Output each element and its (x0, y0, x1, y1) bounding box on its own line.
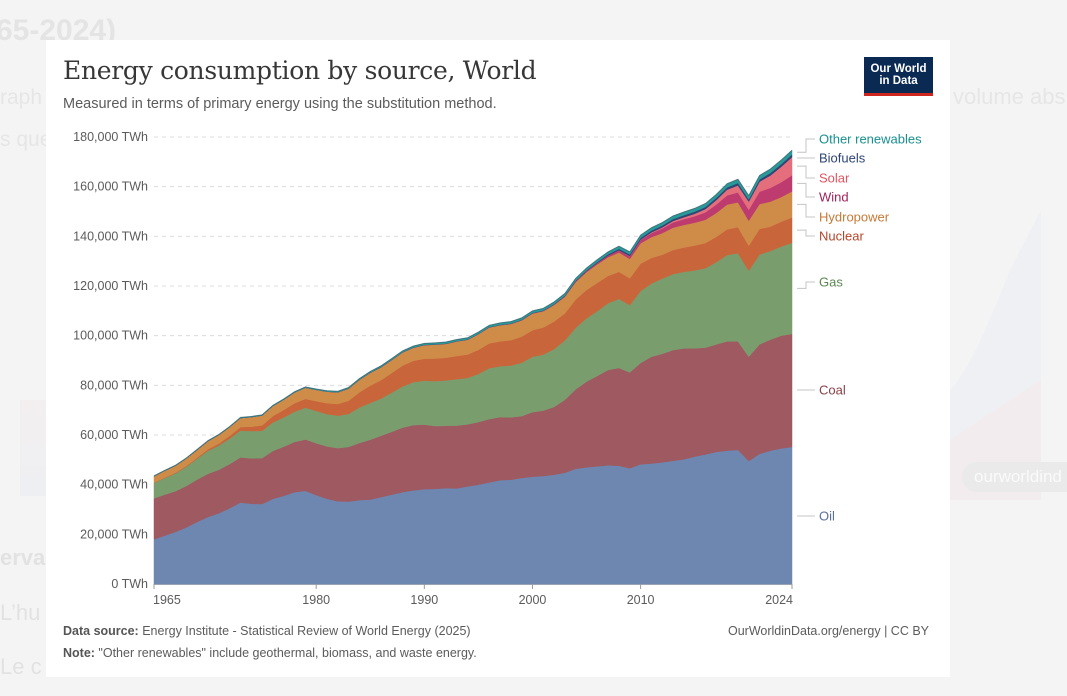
background-text-line: Le c (0, 654, 42, 679)
note: Note: "Other renewables" include geother… (63, 646, 477, 660)
legend-connector (797, 229, 815, 237)
legend-label-gas[interactable]: Gas (819, 275, 843, 290)
data-source: Data source: Energy Institute - Statisti… (63, 624, 471, 638)
background-chart-ghost (20, 400, 46, 496)
y-tick-label: 80,000 TWh (80, 378, 148, 392)
x-tick-label: 1980 (302, 593, 330, 607)
legend-connector (797, 281, 815, 289)
owid-logo[interactable]: Our World in Data (864, 57, 933, 96)
legend-label-biofuels[interactable]: Biofuels (819, 151, 866, 166)
chart-subtitle: Measured in terms of primary energy usin… (63, 96, 497, 112)
y-axis: 0 TWh 20,000 TWh 40,000 TWh 60,000 TWh 80,00… (73, 130, 148, 591)
area-layers (153, 149, 793, 585)
legend-label-coal[interactable]: Coal (819, 383, 846, 398)
background-url-pill: ourworldind (962, 462, 1067, 492)
background-text-line: raph (0, 86, 43, 109)
legend-label-solar[interactable]: Solar (819, 171, 850, 186)
legend-label-other-renewables[interactable]: Other renewables (819, 132, 922, 147)
legend-label-wind[interactable]: Wind (819, 190, 849, 205)
logo-line1: Our World (870, 63, 927, 75)
y-tick-label: 160,000 TWh (73, 180, 148, 194)
y-tick-label: 20,000 TWh (80, 527, 148, 541)
background-text-line: s que (0, 128, 52, 151)
x-tick-label: 2024 (765, 593, 793, 607)
chart-title: Energy consumption by source, World (63, 56, 537, 85)
data-source-text[interactable]: Energy Institute - Statistical Review of… (138, 624, 471, 638)
x-tick-label: 1965 (153, 593, 181, 607)
background-text-line: erva (0, 545, 46, 570)
legend-label-nuclear[interactable]: Nuclear (819, 229, 864, 244)
legend-connector (797, 182, 815, 198)
legend-connector (797, 165, 815, 179)
x-tick-label: 2010 (627, 593, 655, 607)
logo-line2: in Data (879, 75, 918, 87)
legend-label-hydropower[interactable]: Hydropower (819, 210, 890, 225)
legend-label-oil[interactable]: Oil (819, 509, 835, 524)
total-outline (153, 149, 793, 477)
y-tick-label: 40,000 TWh (80, 478, 148, 492)
y-tick-label: 140,000 TWh (73, 229, 148, 243)
x-tick-label: 2000 (519, 593, 547, 607)
stacked-area-chart: 0 TWh 20,000 TWh 40,000 TWh 60,000 TWh 80,00… (73, 130, 922, 607)
data-source-label: Data source: (63, 624, 139, 638)
legend: Oil Coal Gas Nuclear Hydropower Wind Solar Biof… (797, 132, 922, 524)
background-text-line: L’hu (0, 600, 41, 625)
legend-connector (797, 203, 815, 218)
background-chart-ghost (950, 210, 1041, 500)
y-tick-label: 0 TWh (111, 577, 148, 591)
y-tick-label: 120,000 TWh (73, 279, 148, 293)
legend-connector (797, 138, 815, 153)
note-label: Note: (63, 646, 95, 660)
y-tick-label: 60,000 TWh (80, 428, 148, 442)
y-tick-label: 100,000 TWh (73, 329, 148, 343)
x-axis: 1965 1980 1990 2000 2010 2024 (153, 584, 793, 607)
chart-card: Energy consumption by source, World Meas… (46, 40, 950, 677)
y-tick-label: 180,000 TWh (73, 130, 148, 144)
background-text-right: volume abs (953, 84, 1066, 109)
x-tick-label: 1990 (410, 593, 438, 607)
attribution-link[interactable]: OurWorldinData.org/energy | CC BY (727, 624, 929, 638)
note-text: "Other renewables" include geothermal, b… (94, 646, 477, 660)
